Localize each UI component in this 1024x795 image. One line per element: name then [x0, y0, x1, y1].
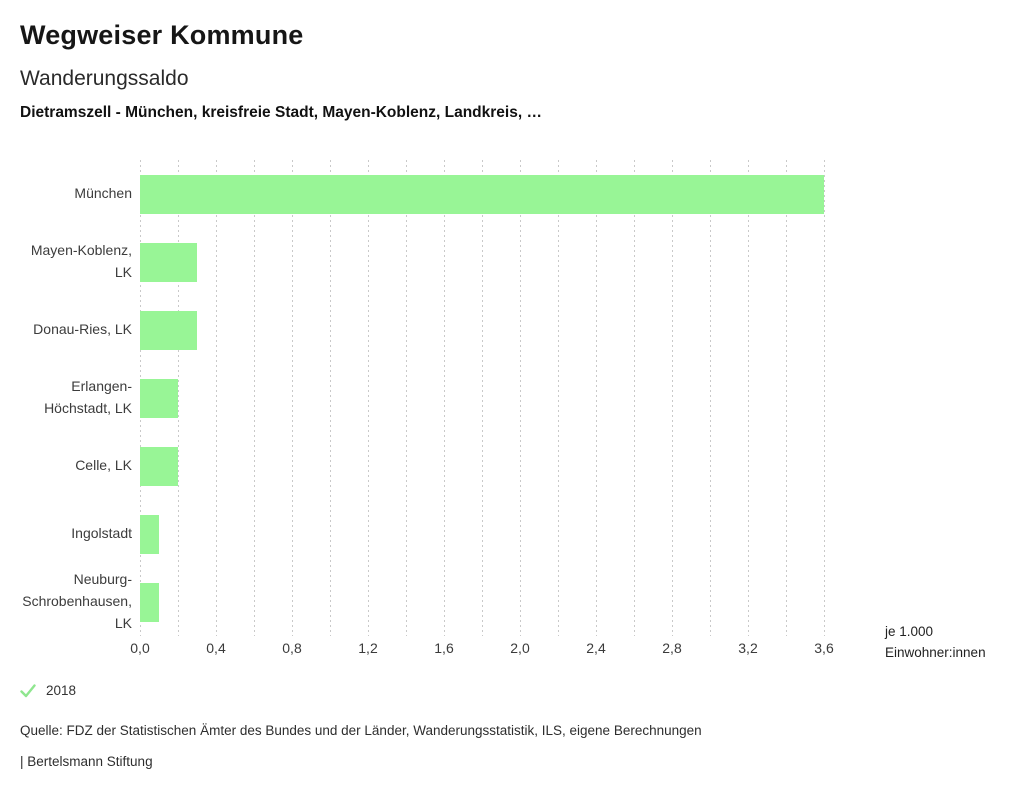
x-tick-label: 1,2 [358, 640, 378, 656]
branding-note: | Bertelsmann Stiftung [20, 754, 153, 769]
gridline [292, 160, 293, 636]
x-axis-unit-line2: Einwohner:innen [885, 645, 986, 660]
check-icon [20, 683, 36, 698]
gridline [482, 160, 483, 636]
bar-chart: München Mayen-Koblenz, LK Donau-Ries, LK Er… [20, 160, 880, 660]
bar-row [140, 296, 840, 364]
category-label: Neuburg-Schrobenhausen, LK [22, 571, 132, 631]
gridline [710, 160, 711, 636]
gridline [634, 160, 635, 636]
x-axis-unit-label: je 1.000 Einwohner:innen [885, 621, 986, 663]
category-label: Ingolstadt [71, 525, 132, 542]
gridline [178, 160, 179, 636]
x-tick-label: 3,6 [814, 640, 834, 656]
x-tick-label: 2,0 [510, 640, 530, 656]
x-tick-label: 0,0 [130, 640, 150, 656]
bar-row [140, 160, 840, 228]
bar-row [140, 364, 840, 432]
category-label: Mayen-Koblenz, LK [30, 242, 132, 280]
x-tick-label: 1,6 [434, 640, 454, 656]
category-label: Celle, LK [75, 457, 132, 474]
bar-row [140, 568, 840, 636]
gridline [330, 160, 331, 636]
gridline [444, 160, 445, 636]
x-tick-label: 0,8 [282, 640, 302, 656]
bar[interactable] [140, 446, 178, 486]
page-title: Wegweiser Kommune [20, 20, 304, 50]
gridline [520, 160, 521, 636]
bar-row [140, 228, 840, 296]
gridline [596, 160, 597, 636]
chart-title: Wanderungssaldo [20, 67, 189, 90]
x-tick-label: 2,8 [662, 640, 682, 656]
x-tick-label: 3,2 [738, 640, 758, 656]
gridline [368, 160, 369, 636]
x-axis: 0,0 0,4 0,8 1,2 1,6 2,0 2,4 2,8 3,2 3,6 [130, 640, 860, 660]
source-note: Quelle: FDZ der Statistischen Ämter des … [20, 723, 702, 738]
bar[interactable] [140, 582, 159, 622]
gridline [558, 160, 559, 636]
legend-item-2018[interactable]: 2018 [20, 683, 76, 698]
bar[interactable] [140, 514, 159, 554]
gridline [824, 160, 825, 636]
bar[interactable] [140, 310, 197, 350]
x-axis-unit-line1: je 1.000 [885, 624, 934, 639]
chart-context-line: Dietramszell - München, kreisfreie Stadt… [20, 104, 542, 121]
plot-area [140, 160, 840, 636]
gridline [672, 160, 673, 636]
x-tick-label: 2,4 [586, 640, 606, 656]
category-label: Erlangen-Höchstadt, LK [44, 378, 132, 416]
gridline [254, 160, 255, 636]
x-tick-label: 0,4 [206, 640, 226, 656]
bar-row [140, 432, 840, 500]
gridline [216, 160, 217, 636]
bar[interactable] [140, 174, 824, 214]
category-label: München [74, 185, 132, 202]
gridline [406, 160, 407, 636]
bar[interactable] [140, 378, 178, 418]
gridline [786, 160, 787, 636]
bar[interactable] [140, 242, 197, 282]
legend-year-label: 2018 [46, 683, 77, 698]
category-label: Donau-Ries, LK [33, 321, 132, 338]
gridline [748, 160, 749, 636]
category-labels: München Mayen-Koblenz, LK Donau-Ries, LK Er… [20, 160, 132, 636]
bar-row [140, 500, 840, 568]
